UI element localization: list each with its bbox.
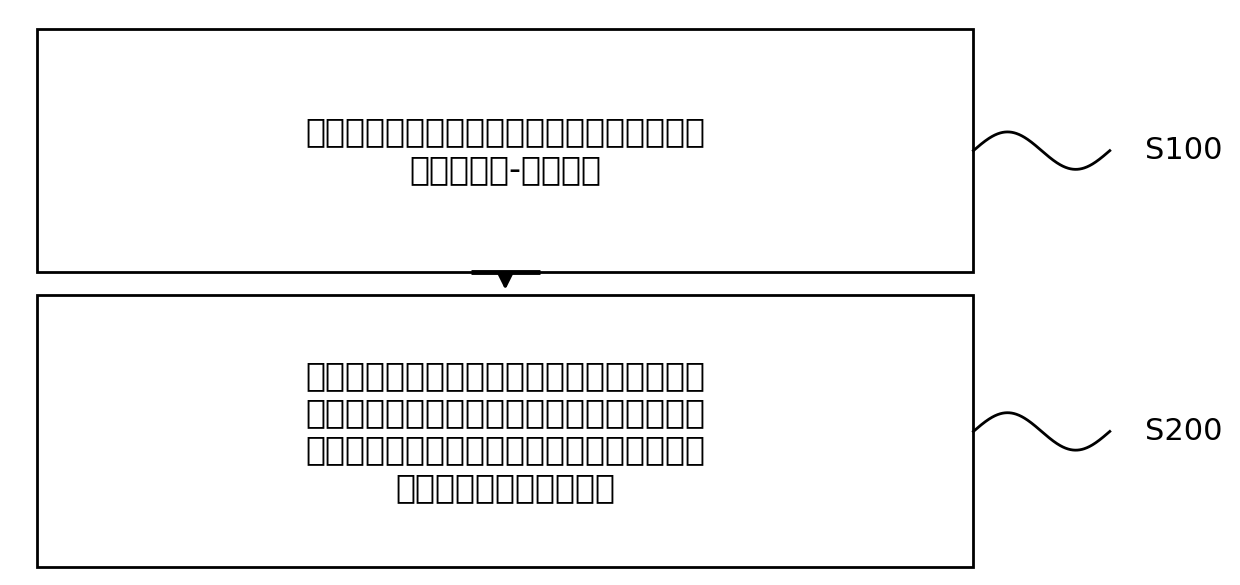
Text: S100: S100 bbox=[1146, 136, 1223, 165]
Bar bbox=[37, 295, 973, 567]
Text: S200: S200 bbox=[1146, 417, 1223, 446]
Text: 限度和负荷-能耗特性: 限度和负荷-能耗特性 bbox=[409, 153, 601, 185]
Text: 和负荷能耗特性以及计划总负荷值，计算负荷: 和负荷能耗特性以及计划总负荷值，计算负荷 bbox=[305, 397, 706, 429]
Text: 每一台发电机组分配负荷: 每一台发电机组分配负荷 bbox=[396, 471, 615, 504]
Text: 分配方案并按照所述负荷分配方案分别为所述: 分配方案并按照所述负荷分配方案分别为所述 bbox=[305, 433, 706, 467]
Bar bbox=[37, 29, 973, 272]
Text: 获取多台发电机组中的每一台发电机组的负荷: 获取多台发电机组中的每一台发电机组的负荷 bbox=[305, 115, 706, 149]
Text: 根据所获取的所述每一台发电机组的负荷限度: 根据所获取的所述每一台发电机组的负荷限度 bbox=[305, 359, 706, 392]
